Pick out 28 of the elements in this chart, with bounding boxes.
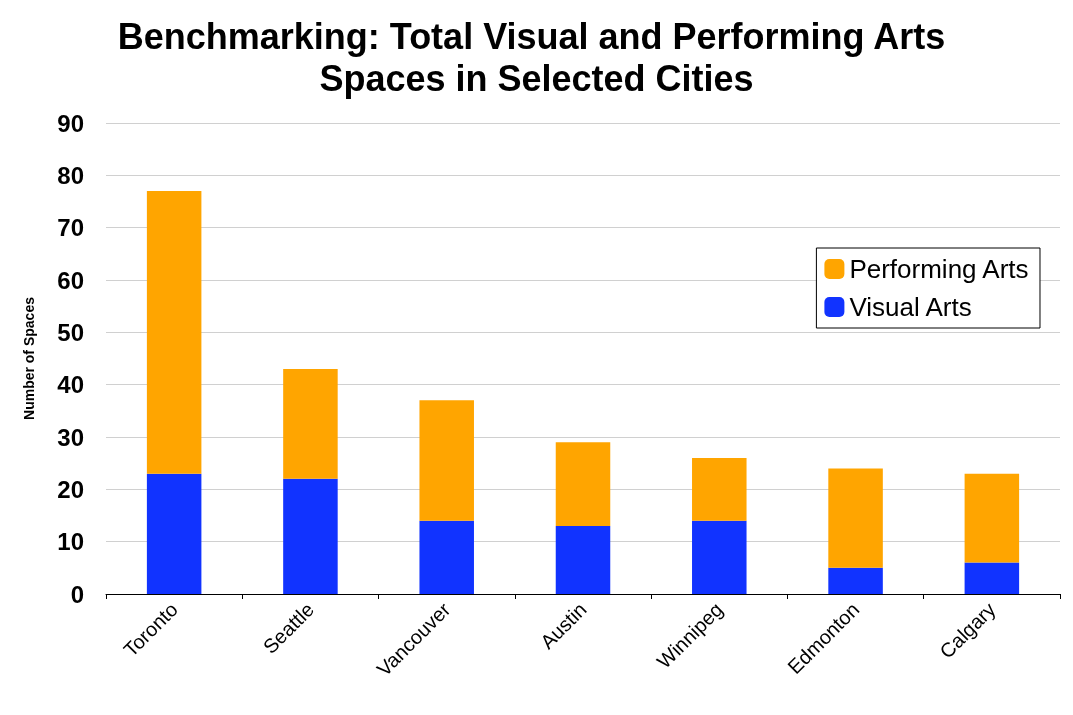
y-tick-label: 20 [57,475,84,503]
bar [828,468,883,568]
y-tick-label: 30 [57,423,84,451]
y-tick-label: 0 [70,580,84,608]
bar [146,191,202,474]
y-tick-label: 60 [57,266,84,294]
y-tick-label: 50 [57,318,84,346]
bar [828,567,883,594]
bar [692,457,747,521]
y-tick-label: 80 [57,161,84,189]
bar [283,478,338,594]
y-axis-title: Number of Spaces [21,296,37,420]
bar [555,525,611,594]
bar [555,442,611,526]
bar [146,473,202,594]
legend-label: Performing Arts [849,254,1029,284]
bar [283,368,338,479]
y-tick-label: 90 [57,109,84,137]
y-tick-label: 40 [57,371,84,399]
bar [692,520,747,594]
bar [964,562,1020,594]
chart-title: Benchmarking: Total Visual and Performing Arts Spaces in Selected Cities [117,15,956,99]
legend-label: Visual Arts [849,292,972,322]
bar [964,473,1020,563]
bar [419,400,474,521]
y-tick-label: 70 [57,214,84,242]
y-tick-label: 10 [57,528,84,556]
bar [419,520,474,594]
